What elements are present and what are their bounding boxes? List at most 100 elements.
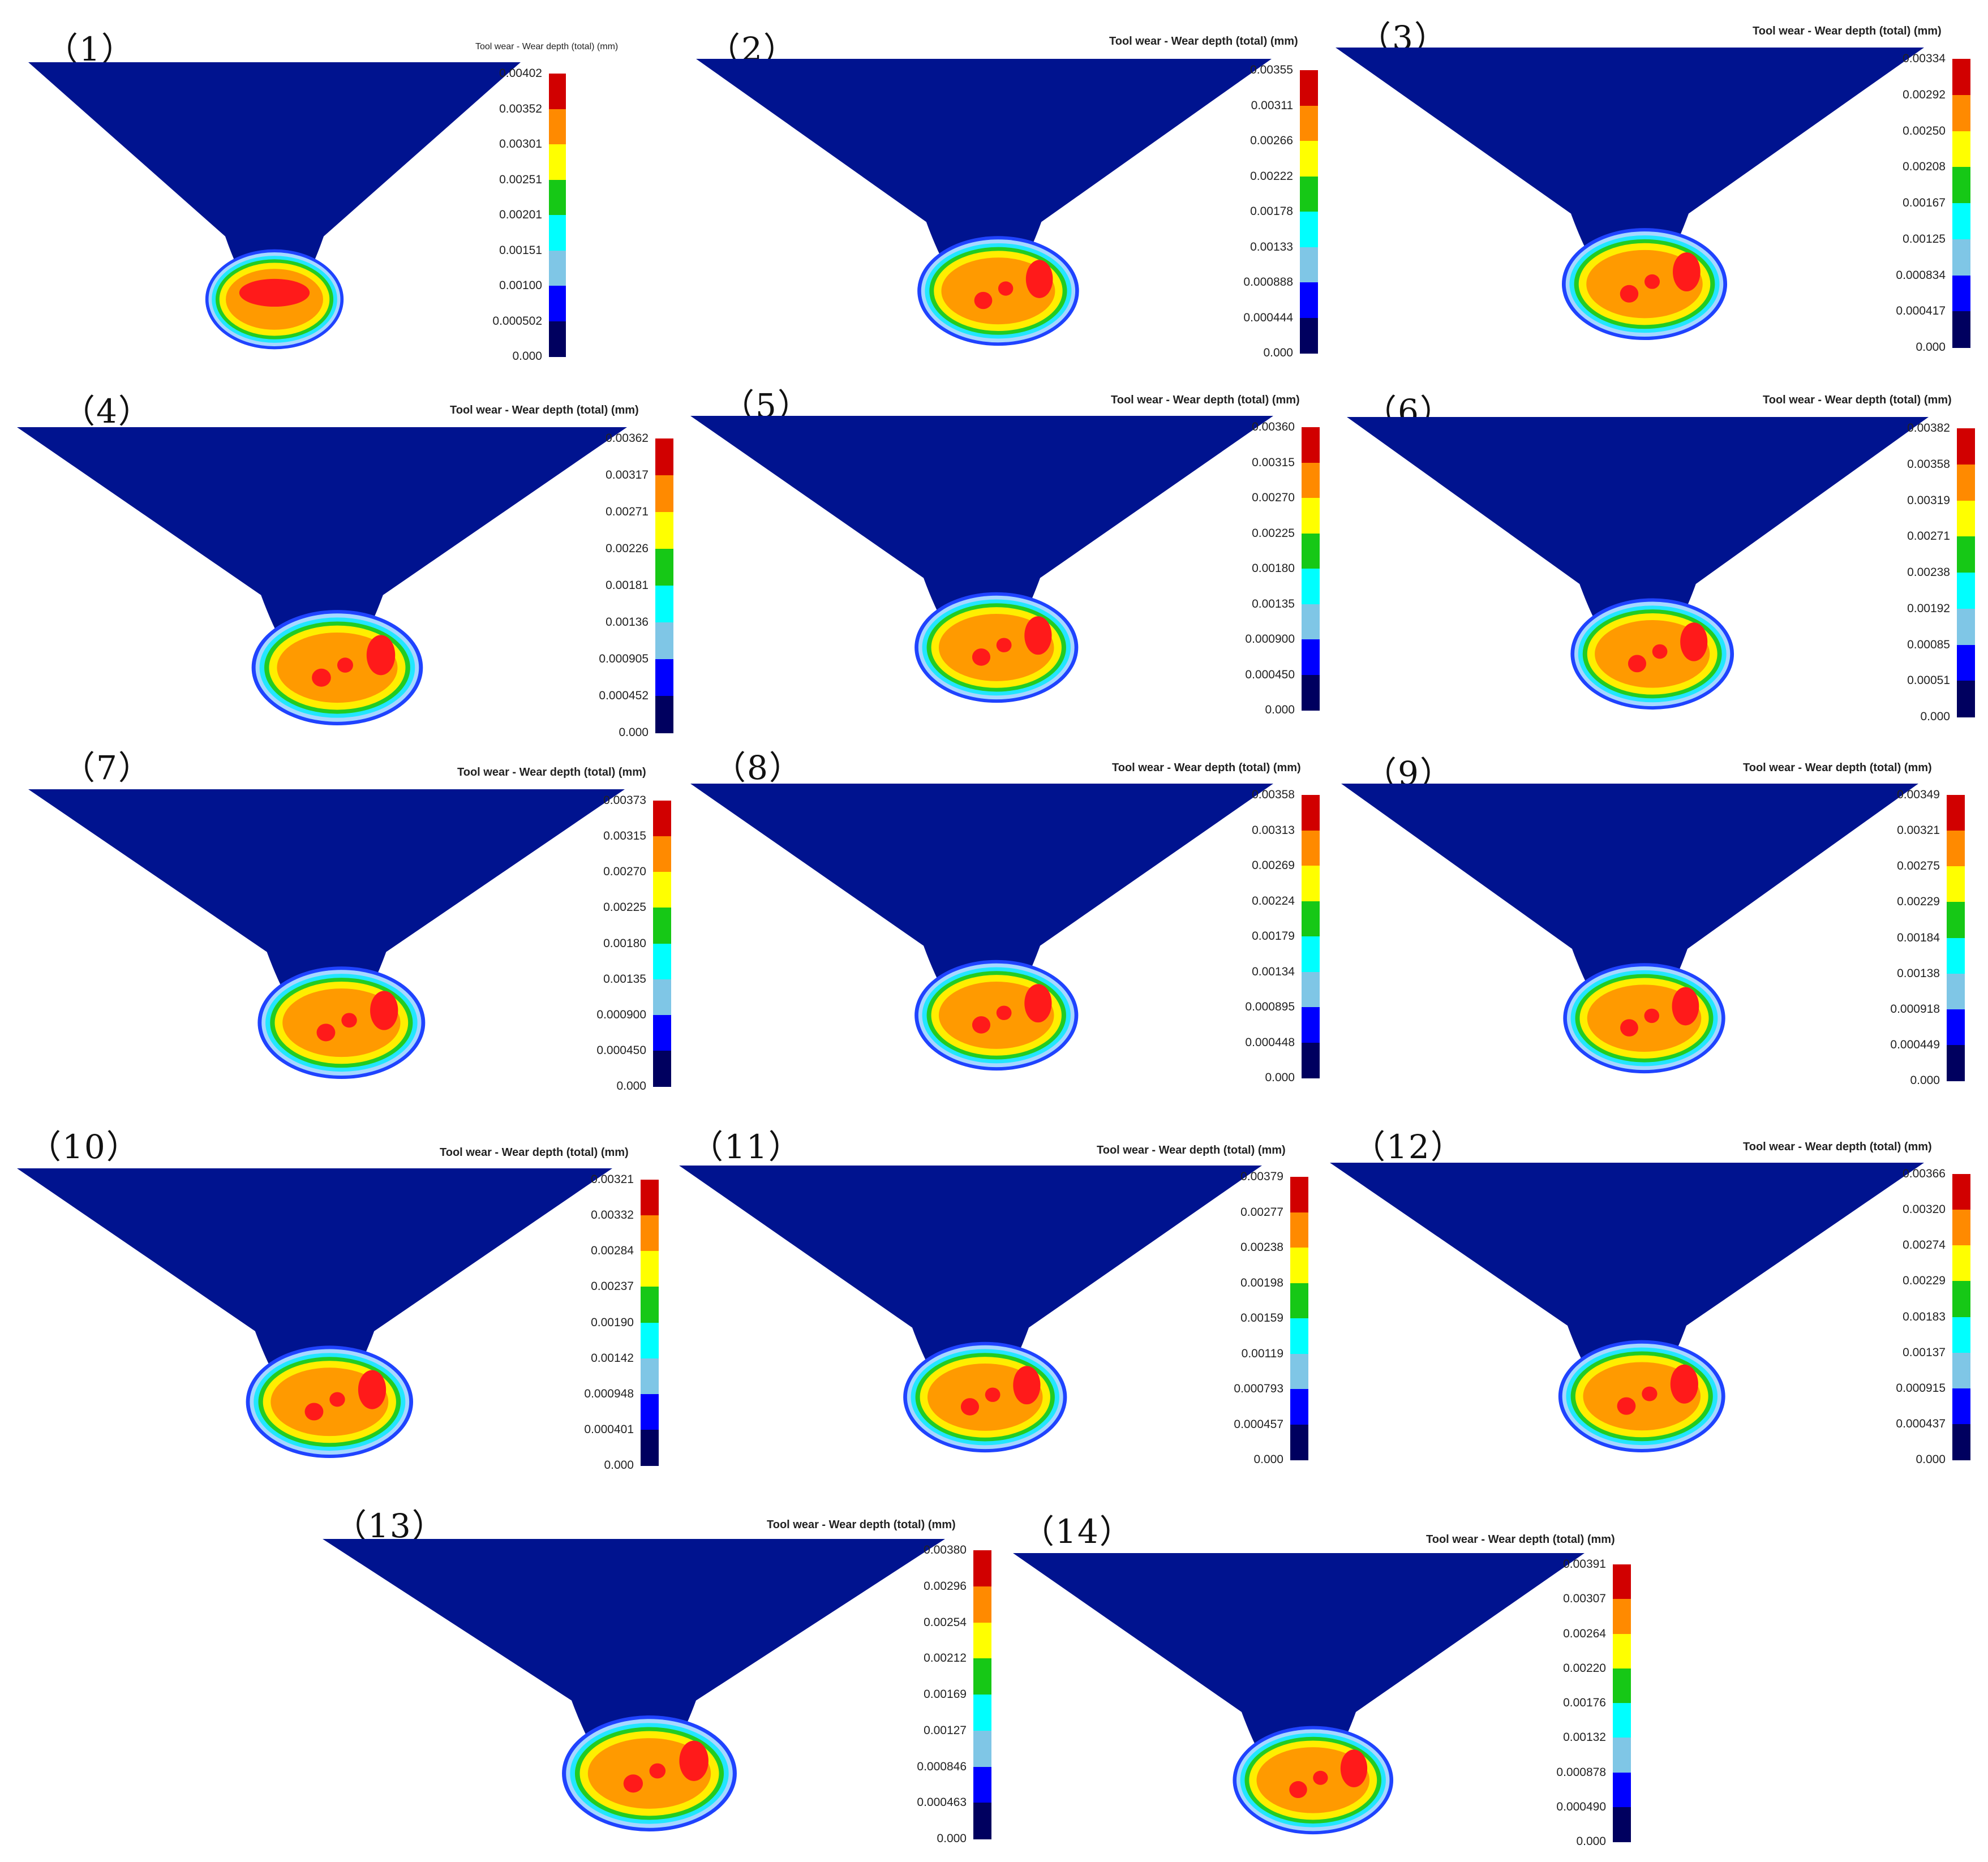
color-scale-segment (1957, 500, 1975, 537)
legend-tick-label: 0.00151 (499, 243, 542, 257)
color-scale-segment (1613, 1668, 1631, 1704)
color-scale-segment (1302, 462, 1320, 498)
panel-7: （7） Tool wear - Wear depth (total) (mm) … (23, 741, 679, 1103)
color-scale-segment (1290, 1353, 1308, 1390)
wear-hotspot (1672, 987, 1699, 1026)
color-scale-segment (1947, 831, 1965, 867)
legend-tick-label: 0.00238 (1240, 1241, 1283, 1254)
legend-tick-label: 0.000 (937, 1832, 967, 1845)
color-scale-segment (1613, 1599, 1631, 1634)
panel-label: （14） (1021, 1512, 1133, 1551)
color-scale-segment (1952, 131, 1970, 167)
panel-4: （4） Tool wear - Wear depth (total) (mm) … (11, 385, 679, 747)
legend-tick-label: 0.00349 (1897, 788, 1940, 801)
wear-hotspot (996, 1005, 1012, 1020)
legend-tick-label: 0.00311 (1251, 98, 1293, 112)
color-scale-segment (655, 696, 673, 733)
legend-tick-label: 0.00277 (1240, 1205, 1283, 1219)
legend-tick-label: 0.00136 (606, 616, 649, 629)
panel-8: （8） Tool wear - Wear depth (total) (mm) … (685, 741, 1336, 1103)
legend-tick-label: 0.000457 (1234, 1417, 1283, 1431)
legend-tick-label: 0.00229 (1897, 895, 1940, 909)
legend-title: Tool wear - Wear depth (total) (mm) (1763, 394, 1952, 406)
legend-tick-label: 0.00380 (924, 1543, 967, 1556)
legend-tick-label: 0.00355 (1250, 63, 1293, 76)
wear-hotspot (679, 1740, 709, 1781)
color-scale-segment (1952, 1388, 1970, 1425)
color-scale-segment (1302, 604, 1320, 640)
wear-hotspot (239, 278, 310, 307)
wear-hotspot (1024, 984, 1052, 1023)
color-scale-segment (641, 1287, 659, 1323)
tool-body (323, 1539, 945, 1784)
color-scale-segment (1613, 1703, 1631, 1738)
wear-hotspot (974, 291, 993, 309)
color-scale-segment (655, 475, 673, 513)
color-scale-segment (1952, 239, 1970, 276)
legend-tick-label: 0.00119 (1241, 1347, 1283, 1360)
color-scale-segment (1300, 141, 1318, 177)
color-scale-segment (1613, 1633, 1631, 1669)
wear-hotspot (1652, 644, 1668, 659)
color-scale-segment (655, 622, 673, 660)
legend-tick-label: 0.00402 (499, 67, 542, 80)
color-scale-segment (1300, 282, 1318, 318)
legend-title: Tool wear - Wear depth (total) (mm) (1097, 1144, 1286, 1156)
wear-hotspot (1644, 274, 1660, 289)
color-scale-segment (1947, 1009, 1965, 1046)
wear-hotspot (1620, 1019, 1638, 1037)
legend-tick-label: 0.000502 (492, 314, 542, 328)
tool-body (1341, 784, 1918, 1029)
color-scale-segment (1302, 533, 1320, 569)
legend-tick-label: 0.00224 (1252, 894, 1295, 908)
tool-body (1336, 48, 1924, 294)
wear-hotspot (304, 1403, 324, 1421)
panel-6: （6） Tool wear - Wear depth (total) (mm) … (1341, 373, 1986, 736)
legend-tick-label: 0.00198 (1240, 1276, 1283, 1289)
legend-tick-label: 0.000878 (1556, 1765, 1606, 1779)
color-scale-segment (653, 1050, 671, 1087)
wear-hotspot (329, 1392, 345, 1407)
legend-tick-label: 0.00190 (591, 1315, 634, 1329)
legend-tick-label: 0.00334 (1903, 52, 1946, 65)
legend-tick-label: 0.00184 (1897, 931, 1940, 944)
color-scale-segment (1952, 167, 1970, 204)
color-scale-segment (1947, 1044, 1965, 1081)
tool-wear-contour (690, 784, 1273, 1071)
color-scale-segment (1300, 212, 1318, 247)
color-scale-segment (653, 908, 671, 944)
color-scale-segment (1952, 1317, 1970, 1353)
color-scale-segment (973, 1586, 991, 1623)
color-scale-segment (1302, 901, 1320, 937)
color-scale-segment (1952, 203, 1970, 240)
legend-tick-label: 0.00125 (1903, 232, 1946, 246)
legend-title: Tool wear - Wear depth (total) (mm) (1753, 25, 1942, 37)
legend-tick-label: 0.00138 (1897, 966, 1940, 980)
color-scale-segment (1302, 971, 1320, 1008)
legend-tick-label: 0.000449 (1890, 1038, 1940, 1051)
legend-tick-label: 0.00315 (1252, 455, 1295, 469)
color-scale-segment (1290, 1212, 1308, 1248)
color-scale-segment (641, 1251, 659, 1287)
tool-body (690, 416, 1273, 658)
tool-wear-contour (1341, 784, 1918, 1074)
tool-wear-contour (1013, 1553, 1585, 1835)
legend-tick-label: 0.000448 (1245, 1035, 1295, 1049)
color-scale-segment (549, 215, 566, 251)
wear-hotspot (1313, 1770, 1328, 1785)
legend-title: Tool wear - Wear depth (total) (mm) (1743, 762, 1932, 774)
legend-tick-label: 0.000846 (917, 1760, 967, 1773)
color-scale-segment (973, 1658, 991, 1695)
color-scale-segment (641, 1429, 659, 1466)
legend-tick-label: 0.00284 (591, 1244, 634, 1258)
legend-tick-label: 0.00254 (924, 1615, 967, 1629)
wear-hotspot (1617, 1397, 1636, 1415)
legend-tick-label: 0.00133 (1250, 240, 1293, 253)
legend-tick-label: 0.00169 (924, 1688, 967, 1701)
wear-hotspot (337, 657, 353, 673)
wear-hotspot (358, 1370, 387, 1409)
color-scale-bar (1947, 795, 1965, 1081)
legend-tick-label: 0.00237 (591, 1280, 634, 1293)
legend-tick-label: 0.00142 (591, 1351, 634, 1365)
tool-body (1330, 1163, 1924, 1407)
